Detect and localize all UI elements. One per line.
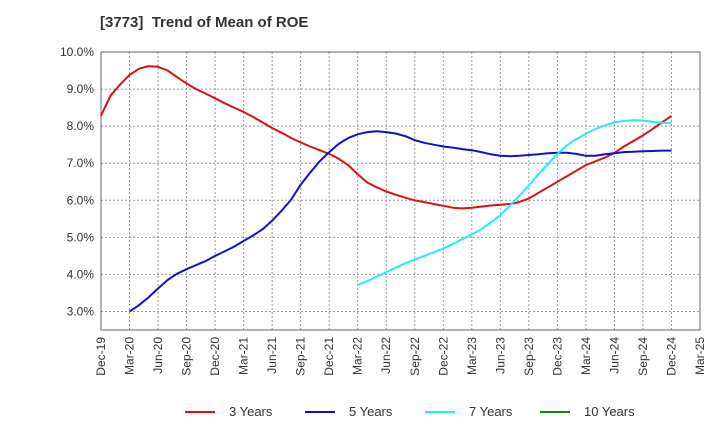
x-tick-label: Jun-24: [607, 337, 621, 374]
x-tick-label: Dec-22: [436, 337, 450, 376]
y-tick-label: 10.0%: [60, 45, 94, 59]
x-tick-label: Mar-23: [465, 337, 479, 375]
axis-layer: [100, 51, 701, 331]
legend-item: 5 Years: [305, 404, 392, 419]
legend-label: 7 Years: [469, 404, 513, 419]
legend-label: 10 Years: [584, 404, 635, 419]
chart-title: [3773] Trend of Mean of ROE: [100, 14, 309, 31]
x-tick-label: Sep-22: [408, 337, 422, 376]
y-tick-label: 3.0%: [67, 304, 95, 318]
x-tick-label: Sep-23: [522, 337, 536, 376]
x-tick-label: Sep-24: [636, 337, 650, 376]
x-tick-label: Dec-20: [208, 337, 222, 376]
y-tick-label: 6.0%: [67, 193, 95, 207]
x-tick-label: Dec-21: [322, 337, 336, 376]
x-tick-label: Dec-24: [664, 337, 678, 376]
x-tick-label: Mar-25: [693, 337, 707, 375]
x-tick-label: Jun-20: [151, 337, 165, 374]
label-layer: 3.0% 4.0% 5.0% 6.0% 7.0% 8.0% 9.0% 10.0% Dec-19 M…: [60, 45, 707, 376]
legend-label: 3 Years: [229, 404, 273, 419]
legend-swatch: [185, 410, 215, 413]
x-tick-label: Jun-23: [493, 337, 507, 374]
x-tick-label: Jun-21: [265, 337, 279, 374]
series-line-5-years: [128, 130, 672, 313]
y-tick-label: 5.0%: [67, 230, 95, 244]
x-tick-label: Dec-19: [94, 337, 108, 376]
legend-swatch: [425, 410, 455, 413]
legend-item: 3 Years: [185, 404, 272, 419]
series-line-7-years: [357, 119, 672, 286]
chart-legend: 3 Years 5 Years 7 Years 10 Years: [0, 404, 720, 426]
x-tick-label: Dec-23: [550, 337, 564, 376]
x-tick-label: Mar-24: [579, 337, 593, 375]
series-line-3-years: [100, 65, 673, 210]
y-tick-label: 7.0%: [67, 156, 95, 170]
x-tick-label: Jun-22: [379, 337, 393, 374]
plot-frame: [100, 51, 701, 331]
legend-item: 10 Years: [540, 404, 635, 419]
y-tick-label: 8.0%: [67, 119, 95, 133]
x-tick-label: Sep-21: [294, 337, 308, 376]
x-tick-label: Sep-20: [180, 337, 194, 376]
y-tick-label: 4.0%: [67, 267, 95, 281]
x-tick-label: Mar-21: [237, 337, 251, 375]
series-layer: [100, 65, 673, 313]
legend-item: 7 Years: [425, 404, 512, 419]
y-tick-label: 9.0%: [67, 82, 95, 96]
x-tick-label: Mar-22: [351, 337, 365, 375]
legend-swatch: [305, 410, 335, 413]
legend-swatch: [540, 410, 570, 413]
x-tick-label: Mar-20: [123, 337, 137, 375]
chart-plot: 3.0% 4.0% 5.0% 6.0% 7.0% 8.0% 9.0% 10.0% Dec-19 M…: [60, 45, 707, 376]
legend-label: 5 Years: [349, 404, 393, 419]
grid-layer: [101, 51, 700, 330]
